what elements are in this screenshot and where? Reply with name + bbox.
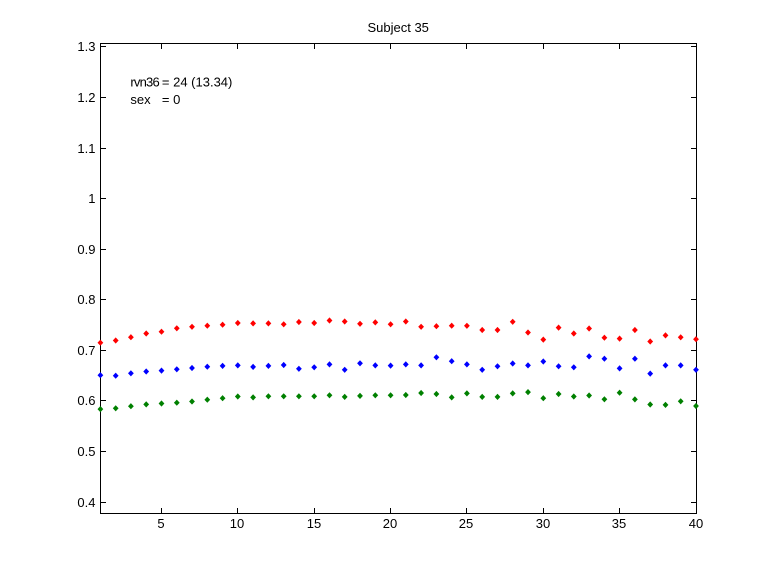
svg-text:0.6: 0.6 [77, 393, 95, 408]
svg-text:0.7: 0.7 [77, 343, 95, 358]
svg-text:0.8: 0.8 [77, 292, 95, 307]
svg-text:30: 30 [536, 516, 550, 531]
svg-text:= 0: = 0 [162, 92, 180, 107]
svg-text:0.9: 0.9 [77, 242, 95, 257]
svg-text:10: 10 [230, 516, 244, 531]
svg-text:0.5: 0.5 [77, 444, 95, 459]
svg-text:0.4: 0.4 [77, 495, 95, 510]
svg-text:1.3: 1.3 [77, 39, 95, 54]
svg-text:Subject 35: Subject 35 [367, 20, 428, 35]
svg-text:25: 25 [459, 516, 473, 531]
svg-text:= 24 (13.34): = 24 (13.34) [162, 75, 232, 90]
svg-text:40: 40 [689, 516, 703, 531]
svg-text:rvn36: rvn36 [130, 75, 159, 90]
svg-text:1.2: 1.2 [77, 90, 95, 105]
svg-text:1: 1 [88, 191, 95, 206]
svg-text:15: 15 [307, 516, 321, 531]
svg-text:20: 20 [383, 516, 397, 531]
svg-text:35: 35 [612, 516, 626, 531]
svg-text:sex: sex [130, 92, 151, 107]
svg-text:1.1: 1.1 [77, 141, 95, 156]
svg-text:5: 5 [157, 516, 164, 531]
